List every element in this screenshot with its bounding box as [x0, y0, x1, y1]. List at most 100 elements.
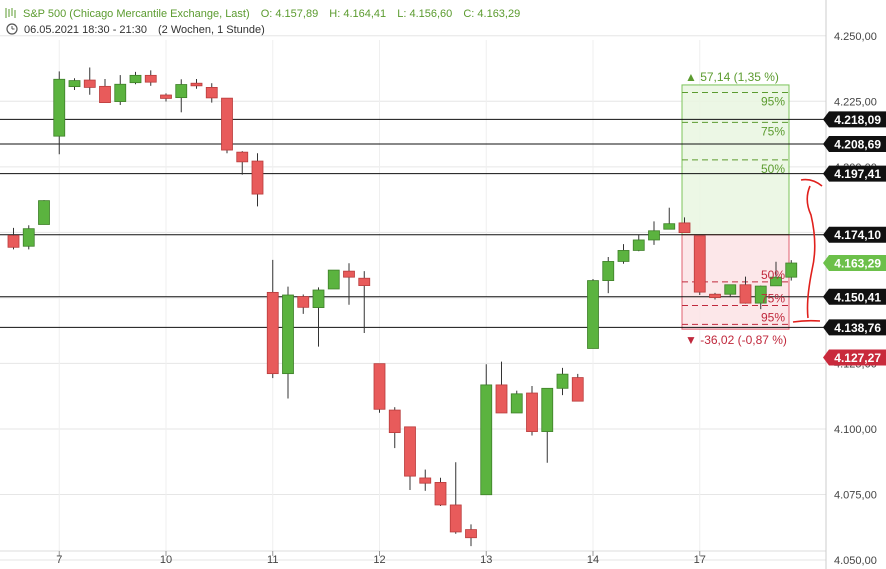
candle-body: [144, 74, 157, 83]
price-tag: 4.208,69: [823, 136, 886, 153]
candle-body: [282, 294, 294, 375]
candle: [434, 477, 447, 507]
price-tag-box: [823, 319, 886, 336]
price-tag-box: [823, 255, 886, 272]
candle: [510, 390, 523, 414]
candle: [266, 259, 279, 379]
candle: [388, 407, 401, 449]
candle-body: [571, 377, 584, 402]
x-tick-label: 17: [694, 554, 706, 566]
candle: [724, 284, 737, 298]
projection-zones: ▲ 57,14 (1,35 %) ▼ -36,02 (-0,87 %): [681, 70, 790, 347]
candle-body: [526, 392, 538, 432]
candle: [770, 261, 782, 287]
price-tag: 4.127,27: [823, 349, 886, 366]
candle: [205, 83, 218, 103]
x-axis: 7 10 11 12 13 14 17: [0, 550, 826, 566]
candle-body: [297, 296, 310, 308]
candle: [373, 363, 386, 413]
candle-body: [83, 79, 96, 88]
candle-body: [434, 482, 447, 506]
candle-body: [465, 529, 477, 539]
candle-body: [480, 384, 493, 496]
price-tag-label: 4.197,41: [834, 167, 881, 181]
candle-body: [99, 85, 111, 104]
candle-body: [68, 80, 81, 88]
candle: [297, 294, 310, 314]
close-value: C: 4.163,29: [463, 8, 520, 20]
instrument-title: S&P 500 (Chicago Mercantile Exchange, La…: [23, 8, 250, 20]
candle: [571, 373, 584, 402]
candle: [358, 271, 371, 334]
price-tag: 4.218,09: [823, 111, 886, 128]
candle: [556, 367, 569, 396]
candle: [602, 256, 615, 294]
candle: [251, 153, 264, 207]
candle-body: [114, 83, 127, 102]
candle: [617, 244, 630, 264]
candle: [449, 462, 462, 534]
candle: [160, 93, 172, 102]
x-tick-label: 10: [160, 554, 172, 566]
candle: [83, 67, 96, 95]
price-tags: 95% 75% 50% 50% 75% 95% 4.218,09 4.208,69 4.197,…: [761, 94, 886, 366]
candle-body: [22, 228, 35, 247]
candle: [114, 75, 127, 105]
price-tag-label: 4.174,10: [834, 228, 881, 242]
price-tag: 4.163,29: [823, 255, 886, 272]
price-tag: 4.174,10: [823, 226, 886, 243]
candle: [312, 287, 325, 347]
x-tick-label: 7: [56, 554, 62, 566]
y-tick-label: 4.250,00: [834, 31, 877, 43]
x-tick-label: 14: [587, 554, 599, 566]
candle: [587, 279, 599, 349]
candle-body: [754, 285, 767, 304]
price-tag-box: [823, 349, 886, 366]
candle-body: [495, 384, 508, 414]
hand-drawn-annotation: [792, 178, 823, 323]
price-tag-box: [823, 226, 886, 243]
candle-body: [602, 261, 615, 281]
price-tag-box: [823, 136, 886, 153]
price-tag-box: [823, 288, 886, 305]
price-tag: 4.197,41: [823, 165, 886, 182]
candle-body: [358, 277, 371, 286]
candle: [693, 235, 706, 295]
candle-body: [419, 477, 432, 484]
upside-level-label: 75%: [761, 124, 785, 138]
candle-body: [7, 235, 20, 248]
upside-level-label: 95%: [761, 94, 785, 108]
y-axis: 4.050,004.075,004.100,004.125,004.150,00…: [825, 0, 877, 569]
price-tag-box: [823, 165, 886, 182]
candle-body: [343, 270, 355, 278]
price-tag-label: 4.138,76: [834, 321, 881, 335]
low-value: L: 4.156,60: [397, 8, 452, 20]
candle: [7, 227, 20, 250]
open-value: O: 4.157,89: [261, 8, 319, 20]
downside-change-label: ▼ -36,02 (-0,87 %): [685, 333, 787, 347]
price-tag-label: 4.163,29: [834, 257, 881, 271]
candle-body: [190, 82, 203, 87]
price-tag-label: 4.127,27: [834, 351, 881, 365]
x-tick-label: 13: [480, 554, 492, 566]
price-tag-label: 4.218,09: [834, 113, 881, 127]
downside-level-label: 75%: [761, 292, 785, 306]
candle: [38, 200, 50, 225]
candle-body: [663, 223, 676, 230]
candle-body: [236, 151, 249, 163]
y-tick-label: 4.050,00: [834, 555, 877, 567]
candlestick-type-icon[interactable]: [4, 7, 17, 19]
candle: [129, 71, 142, 85]
candle: [53, 71, 66, 155]
candle-body: [38, 200, 50, 225]
candle: [68, 78, 81, 91]
candle-body: [632, 239, 645, 251]
candle: [190, 79, 203, 89]
candle: [221, 97, 233, 154]
candle: [236, 151, 249, 175]
candle-body: [709, 293, 721, 299]
high-value: H: 4.164,41: [329, 8, 386, 20]
x-tick-label: 11: [267, 554, 278, 566]
